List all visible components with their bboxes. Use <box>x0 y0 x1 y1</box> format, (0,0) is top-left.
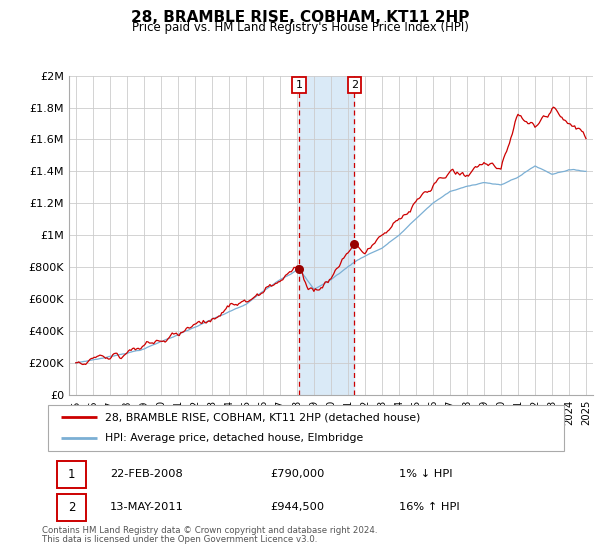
Text: 22-FEB-2008: 22-FEB-2008 <box>110 469 182 479</box>
Text: HPI: Average price, detached house, Elmbridge: HPI: Average price, detached house, Elmb… <box>105 433 363 444</box>
FancyBboxPatch shape <box>48 405 564 451</box>
Text: Contains HM Land Registry data © Crown copyright and database right 2024.: Contains HM Land Registry data © Crown c… <box>42 526 377 535</box>
Text: 28, BRAMBLE RISE, COBHAM, KT11 2HP (detached house): 28, BRAMBLE RISE, COBHAM, KT11 2HP (deta… <box>105 412 420 422</box>
Bar <box>299 76 354 395</box>
Text: 2: 2 <box>350 80 358 90</box>
FancyBboxPatch shape <box>57 461 86 488</box>
Text: 2: 2 <box>68 501 75 514</box>
FancyBboxPatch shape <box>57 494 86 521</box>
Text: 16% ↑ HPI: 16% ↑ HPI <box>399 502 460 512</box>
Text: 1: 1 <box>68 468 75 481</box>
Text: 1: 1 <box>295 80 302 90</box>
Text: This data is licensed under the Open Government Licence v3.0.: This data is licensed under the Open Gov… <box>42 535 317 544</box>
Text: Price paid vs. HM Land Registry's House Price Index (HPI): Price paid vs. HM Land Registry's House … <box>131 21 469 34</box>
Text: £790,000: £790,000 <box>270 469 324 479</box>
Text: £944,500: £944,500 <box>270 502 324 512</box>
Text: 28, BRAMBLE RISE, COBHAM, KT11 2HP: 28, BRAMBLE RISE, COBHAM, KT11 2HP <box>131 10 469 25</box>
Text: 1% ↓ HPI: 1% ↓ HPI <box>399 469 452 479</box>
Text: 13-MAY-2011: 13-MAY-2011 <box>110 502 184 512</box>
